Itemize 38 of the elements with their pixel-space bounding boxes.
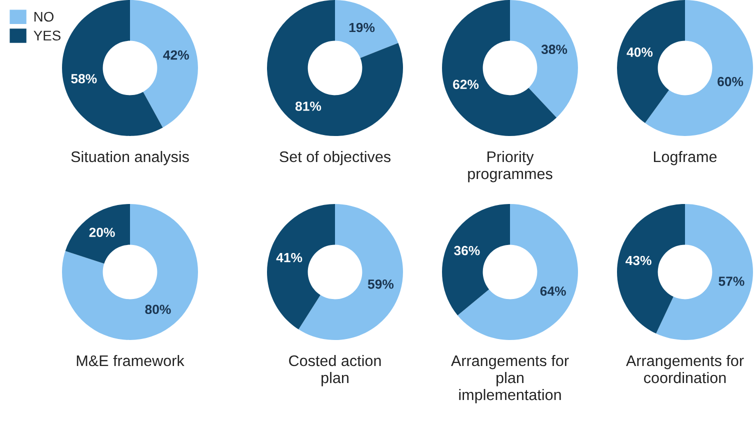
text: Arrangements for plan implementation	[451, 354, 569, 404]
donut-slice	[130, 0, 198, 128]
data-label: 81%	[295, 102, 322, 111]
data-label: 40%	[626, 47, 653, 57]
text: Logframe	[654, 150, 717, 166]
legend-label: NO	[34, 12, 54, 22]
text: Situation analysis	[71, 150, 189, 166]
donut-slice	[510, 0, 578, 118]
donut-slice	[656, 204, 753, 340]
donut-slice	[62, 0, 163, 136]
data-label: 42%	[163, 50, 189, 60]
text: Arrangements for coordination	[626, 354, 744, 384]
data-label: 58%	[71, 74, 97, 84]
donut-slice	[267, 0, 403, 136]
data-label: 36%	[454, 246, 480, 256]
data-label: 20%	[89, 228, 115, 238]
data-label: 59%	[368, 279, 394, 289]
text: Set of objectives	[280, 150, 390, 166]
data-label: 19%	[349, 22, 375, 32]
data-label: 80%	[145, 304, 171, 314]
text: M&E framework	[76, 354, 184, 366]
donut-slice	[617, 0, 685, 124]
data-label: 43%	[626, 256, 652, 266]
data-label: 60%	[718, 76, 744, 86]
data-label: 57%	[718, 276, 744, 286]
donut-slice	[65, 204, 130, 264]
donut-slice	[335, 0, 398, 58]
data-label: 38%	[541, 44, 568, 54]
legend-label: YES	[34, 30, 60, 41]
data-label: 41%	[276, 252, 302, 262]
donut-slice	[267, 204, 335, 330]
text: Priority programmes	[468, 150, 552, 182]
data-label: 62%	[453, 80, 479, 90]
donut-slice	[62, 204, 198, 340]
data-label: 64%	[540, 286, 566, 296]
donut-slice	[617, 204, 685, 334]
donut-slice	[442, 204, 510, 316]
text: Costed action plan	[289, 354, 381, 386]
